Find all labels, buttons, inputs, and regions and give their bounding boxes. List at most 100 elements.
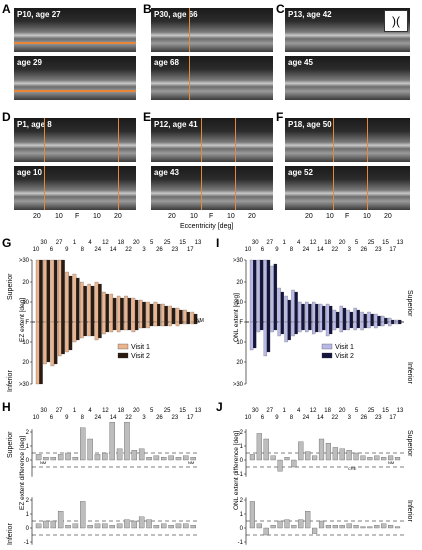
- diff-bar-superior: [318, 438, 325, 461]
- diff-bar-inferior: [374, 525, 380, 529]
- bar-inferior: [53, 321, 58, 365]
- bar-superior: [35, 259, 40, 323]
- bar-superior: [263, 259, 268, 323]
- orange-line: [118, 118, 119, 162]
- bar-superior: [39, 259, 43, 323]
- patient-id-label: 10: [245, 415, 252, 421]
- diff-bar-superior: [374, 455, 380, 461]
- y-tick-label: F: [239, 320, 243, 326]
- bar-inferior: [124, 321, 128, 331]
- bar-inferior: [120, 321, 124, 331]
- panel-label-d: D: [2, 110, 11, 124]
- diff-bar-superior: [332, 447, 338, 461]
- y-tick-label: >30: [233, 258, 244, 264]
- tick: 20: [305, 213, 313, 220]
- diff-bar-inferior: [332, 525, 338, 529]
- orange-line: [367, 118, 368, 162]
- bar-superior: [308, 303, 312, 323]
- tick: F: [345, 213, 350, 220]
- patient-id-label: 4: [88, 408, 92, 414]
- bar-inferior: [332, 321, 337, 331]
- bar-inferior: [87, 321, 91, 337]
- patient-id-label: 1: [73, 408, 77, 414]
- y-tick-label: 1: [26, 512, 30, 518]
- y-tick-label: F: [25, 320, 29, 326]
- y-tick-label: 1: [240, 512, 244, 518]
- patient-id-label: 23: [172, 247, 179, 253]
- diff-bar-superior: [124, 422, 130, 461]
- bar-inferior: [183, 321, 187, 325]
- bar-inferior: [171, 321, 176, 325]
- orange-line: [189, 56, 190, 100]
- panel-label-b: B: [143, 2, 152, 16]
- diff-bar-inferior: [291, 525, 297, 529]
- bar-superior: [112, 297, 117, 323]
- orange-line: [333, 118, 334, 162]
- oct-image-e1: P12, age 41: [151, 118, 273, 162]
- patient-id-label: 26: [360, 415, 367, 421]
- patient-id-label: 15: [179, 408, 186, 414]
- bar-inferior: [157, 321, 161, 327]
- diff-bar-inferior: [57, 511, 64, 529]
- diff-bar-inferior: [87, 525, 93, 529]
- patient-id-label: 6: [261, 247, 265, 253]
- bar-superior: [61, 259, 65, 323]
- oct-label: age 43: [154, 168, 179, 177]
- orange-line: [235, 166, 236, 210]
- bar-inferior: [388, 321, 392, 327]
- bar-superior: [43, 259, 47, 323]
- diff-bar-inferior: [43, 520, 49, 529]
- bar-superior: [116, 295, 121, 323]
- patient-id-label: 12: [310, 240, 317, 246]
- patient-id-label: 22: [125, 247, 132, 253]
- patient-id-label: 3: [142, 415, 146, 421]
- oct-label: P18, age 50: [288, 120, 332, 129]
- bar-inferior: [394, 321, 399, 325]
- diff-bar-inferior: [131, 520, 138, 529]
- panel-label-c: C: [276, 2, 285, 16]
- diff-bar-inferior: [65, 525, 71, 529]
- panel-label-a: A: [2, 2, 11, 16]
- bar-inferior: [39, 321, 43, 385]
- y-tick-label: 2: [26, 498, 30, 504]
- diff-bar-inferior: [109, 525, 115, 529]
- bar-superior: [94, 281, 99, 323]
- oct-label: age 10: [17, 168, 42, 177]
- bar-superior: [179, 309, 183, 323]
- patient-id-label: 27: [266, 240, 273, 246]
- patient-id-label: 14: [317, 415, 324, 421]
- orange-line: [189, 8, 190, 52]
- bar-inferior: [116, 321, 121, 333]
- diff-bar-superior: [146, 457, 152, 461]
- bar-superior: [256, 259, 261, 323]
- bar-inferior: [370, 321, 374, 327]
- bar-superior: [287, 299, 291, 323]
- patient-id-label: 5: [355, 240, 359, 246]
- inferior-label: Inferior: [7, 523, 14, 545]
- y-tick-label: 20: [236, 280, 243, 286]
- y-tick-label: 10: [22, 300, 29, 306]
- patient-id-label: 14: [110, 415, 117, 421]
- bar-superior: [146, 301, 150, 323]
- diff-bar-inferior: [249, 501, 255, 529]
- bar-inferior: [142, 321, 146, 329]
- patient-id-label: 26: [156, 247, 163, 253]
- diff-bar-inferior: [325, 525, 331, 529]
- diff-bar-inferior: [381, 523, 387, 529]
- bar-inferior: [186, 321, 191, 325]
- diff-bar-inferior: [50, 520, 57, 529]
- patient-id-label: 6: [50, 415, 54, 421]
- bar-inferior: [294, 321, 298, 335]
- patient-id-label: 4: [297, 240, 301, 246]
- patient-id-label: 4: [88, 240, 92, 246]
- patient-id-label: 23: [375, 247, 382, 253]
- bar-inferior: [312, 321, 316, 335]
- diff-bar-superior: [43, 457, 49, 461]
- bar-superior: [186, 311, 191, 323]
- bar-inferior: [374, 321, 378, 329]
- bar-inferior: [98, 321, 102, 339]
- patient-id-label: 18: [118, 408, 125, 414]
- bar-inferior: [168, 321, 172, 327]
- patient-id-label: 14: [110, 247, 117, 253]
- diff-bar-inferior: [116, 523, 123, 529]
